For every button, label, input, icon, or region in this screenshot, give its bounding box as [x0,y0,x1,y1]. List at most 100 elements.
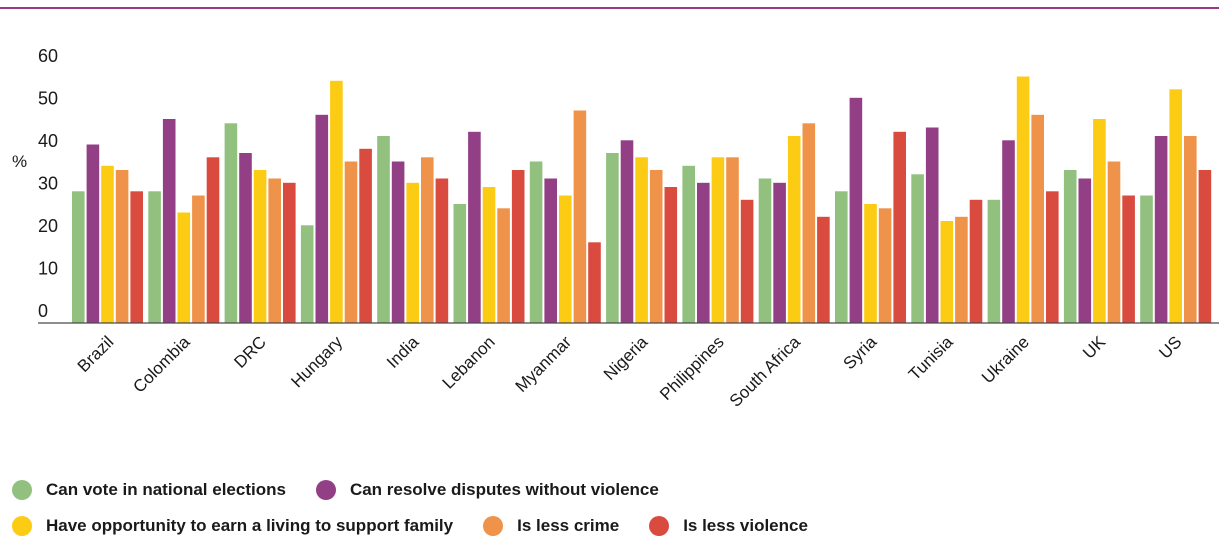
bar [344,161,358,323]
bar [835,191,848,324]
bar [588,242,601,324]
bar [864,204,877,323]
bar [1063,170,1077,323]
bar [1184,136,1197,323]
legend-swatch-vote [12,480,32,500]
bar [435,178,449,323]
bar [406,182,419,324]
bar [115,170,129,323]
x-tick-label: Ukraine [978,332,1033,387]
bar [726,157,739,324]
y-tick-label: 30 [38,174,58,194]
y-axis-label: % [12,152,27,171]
legend-label-crime: Is less crime [517,516,620,535]
legend-label-vote: Can vote in national elections [46,480,286,499]
bar [315,114,329,324]
y-tick-label: 50 [38,89,58,109]
bar [573,110,587,323]
bar [1107,161,1121,323]
bar [268,178,281,323]
legend-item-living: Have opportunity to earn a living to sup… [12,516,453,536]
legend-item-violence: Is less violence [649,516,808,536]
bar [697,182,710,324]
bar [391,161,405,323]
bar [283,182,296,324]
bar [787,136,801,323]
bar [1046,191,1059,324]
x-tick-label: South Africa [726,332,805,411]
bar [1002,140,1015,324]
bar [849,97,863,324]
x-tick-label: Hungary [287,332,346,391]
legend-row-2: Have opportunity to earn a living to sup… [12,516,838,536]
bar [1169,89,1182,324]
bar [1031,114,1044,324]
x-axis-labels: Brazil Colombia DRC Hungary India Lebanon Myan… [74,332,1186,411]
legend-item-crime: Is less crime [483,516,619,536]
bar [192,195,205,323]
bar [1198,170,1212,323]
bar [130,191,143,324]
legend-row-1: Can vote in national elections Can resol… [12,480,689,500]
x-tick-label: Brazil [74,332,117,375]
bar [497,208,510,324]
legend-label-violence: Is less violence [683,516,808,535]
bar [206,157,220,324]
bar [893,131,906,324]
x-tick-label: Colombia [129,332,194,397]
x-tick-label: Philippines [656,332,728,404]
x-tick-label: UK [1079,332,1110,363]
legend-swatch-disputes [315,480,336,500]
bar [86,144,100,323]
bar [177,212,191,323]
bar [911,174,924,324]
legend-item-vote: Can vote in national elections [12,480,286,500]
bar [711,157,725,324]
bar [453,204,467,323]
legend-label-disputes: Can resolve disputes without violence [349,480,659,499]
y-tick-label: 0 [38,301,48,321]
bar-chart: % 0 10 20 30 40 50 60 Brazil Colombia DRC Hungary… [0,7,1219,411]
bar [300,225,314,324]
bar [802,123,816,324]
x-tick-label: US [1155,332,1185,362]
y-tick-label: 10 [38,259,58,279]
bar [925,127,939,323]
bar [635,157,648,324]
bar [421,157,434,324]
bar [955,216,968,324]
bar [148,191,161,324]
bar [72,191,85,324]
bar [758,178,772,323]
bar [529,161,543,323]
x-tick-label: India [383,332,423,372]
bar [544,178,557,323]
bar [1140,195,1153,323]
bar [740,199,754,324]
legend-swatch-living [12,516,32,536]
bar [773,182,786,324]
bar [559,195,572,323]
bar [1093,119,1106,323]
bar [101,165,114,324]
bar [224,123,238,324]
x-tick-label: Myanmar [512,332,576,396]
legend-swatch-violence [649,516,670,536]
legend-swatch-crime [483,516,504,536]
x-tick-label: Nigeria [600,332,652,384]
bar [482,187,496,323]
bar [987,199,1001,324]
legend-item-disputes: Can resolve disputes without violence [315,480,659,500]
x-tick-label: Syria [840,332,881,373]
bar [1154,136,1168,323]
bar [511,170,525,323]
bar [649,170,663,323]
bar [620,140,634,324]
bar [878,208,892,324]
bar [969,199,983,324]
bar [606,153,619,323]
y-tick-label: 40 [38,131,58,151]
y-axis-ticks: 0 10 20 30 40 50 60 [38,46,58,321]
bar [468,131,481,324]
y-tick-label: 60 [38,46,58,66]
